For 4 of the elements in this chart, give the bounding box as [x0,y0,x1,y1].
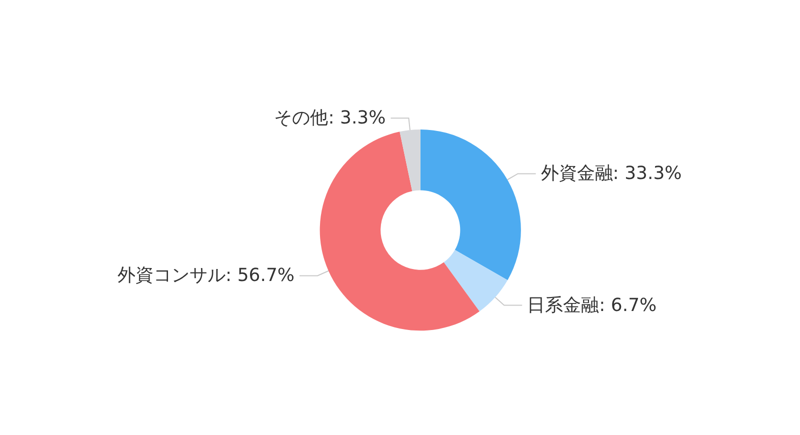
slice-label: その他: 3.3% [274,108,386,129]
slice-label: 日系金融: 6.7% [527,294,657,316]
slice-label: 外資金融: 33.3% [540,163,682,184]
slice-label: 外資コンサル: 56.7% [118,265,295,286]
